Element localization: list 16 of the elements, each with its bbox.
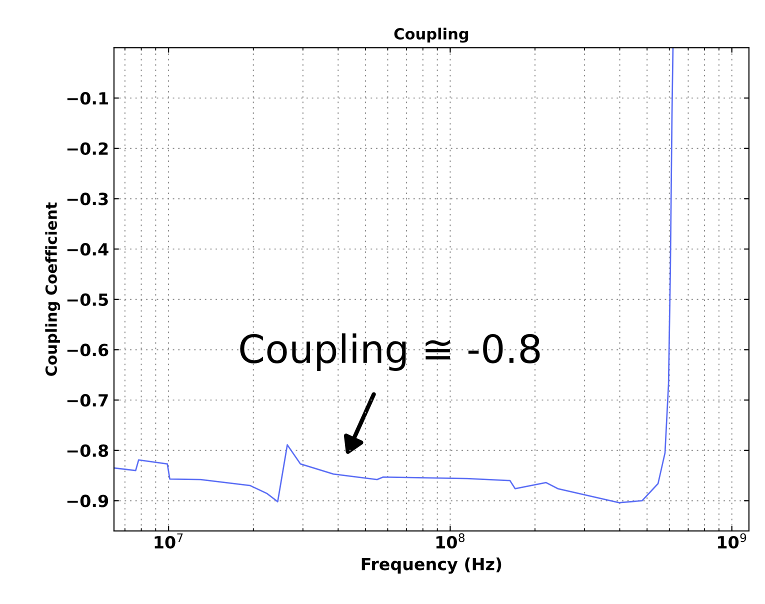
y-tick-label: −0.5: [67, 293, 108, 306]
annotation: Coupling ≅ -0.8: [240, 333, 540, 371]
chart-title: Coupling: [394, 28, 468, 43]
y-tick-label: −0.1: [67, 92, 108, 105]
y-tick-label: −0.4: [67, 243, 108, 256]
y-axis-title: Coupling Coefficient: [45, 202, 60, 376]
y-tick-label: −0.2: [67, 142, 108, 155]
y-tick-label: −0.7: [67, 394, 108, 407]
x-axis-title: Frequency (Hz): [362, 557, 502, 574]
y-tick-label: −0.6: [67, 344, 108, 356]
y-tick-label: −0.9: [67, 494, 108, 508]
x-tick-label: 10$^{8}$: [436, 533, 465, 549]
x-tick-label: 10$^{7}$: [154, 533, 183, 549]
y-tick-label: −0.8: [67, 444, 108, 457]
x-tick-label: 10$^{9}$: [718, 533, 746, 549]
y-tick-label: −0.3: [67, 192, 108, 206]
